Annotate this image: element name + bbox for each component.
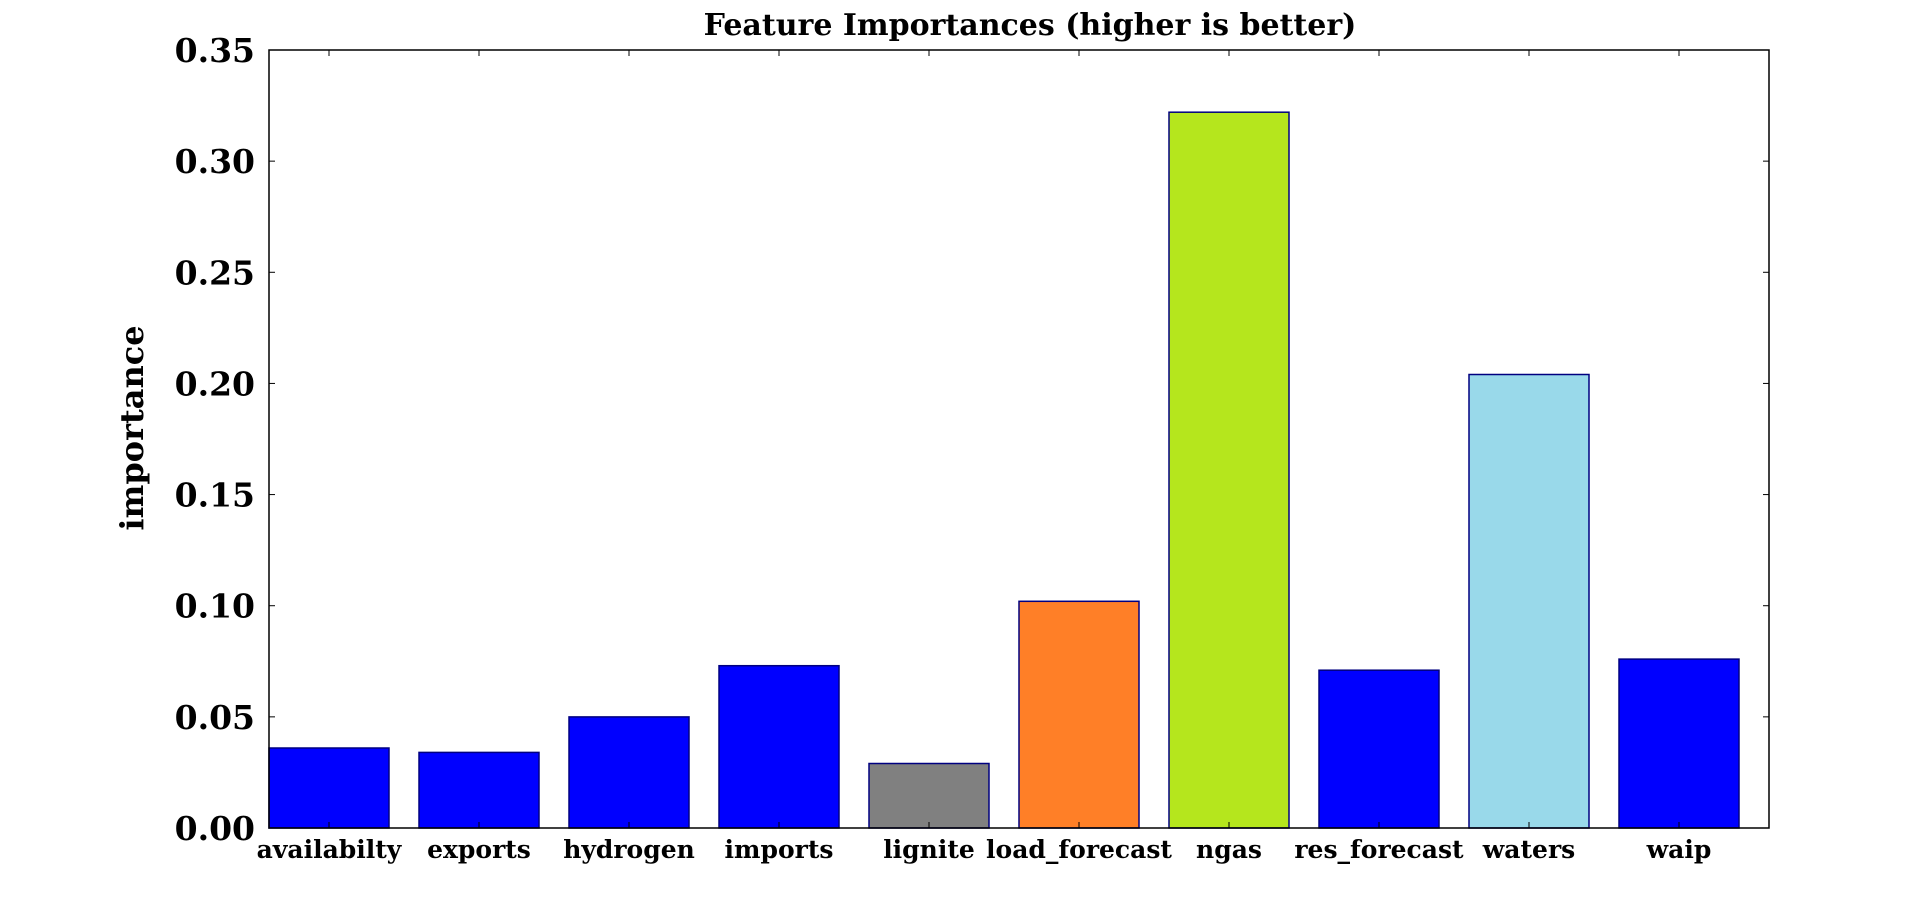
x-tick-label-lignite: lignite <box>883 835 975 864</box>
y-tick-label: 0.30 <box>175 142 255 181</box>
ticks-layer: availabilty exports hydrogen imports lignite… <box>175 31 1769 864</box>
bar-waters <box>1468 373 1590 829</box>
bar-res_forecast <box>1318 669 1440 829</box>
bar-lignite <box>868 762 990 829</box>
x-tick-label-res_forecast: res_forecast <box>1294 835 1464 864</box>
y-tick-label: 0.05 <box>175 698 255 737</box>
bar-hydrogen <box>568 716 690 829</box>
plot-frame <box>268 49 1770 829</box>
x-tick-label-imports: imports <box>725 835 834 864</box>
y-tick-label: 0.15 <box>175 476 255 515</box>
x-tick-label-ngas: ngas <box>1196 835 1262 864</box>
x-tick-label-waters: waters <box>1482 835 1575 864</box>
x-tick-label-exports: exports <box>427 835 531 864</box>
bar-imports <box>718 664 840 829</box>
y-tick-label: 0.10 <box>175 587 255 626</box>
y-tick-label: 0.20 <box>175 364 255 403</box>
bar-waip <box>1618 658 1740 829</box>
x-tick-label-availabilty: availabilty <box>257 835 403 864</box>
bars-layer <box>268 111 1740 829</box>
bar-availabilty <box>268 747 390 829</box>
y-tick-label: 0.25 <box>175 253 255 292</box>
y-tick-label: 0.35 <box>175 31 255 70</box>
x-tick-label-hydrogen: hydrogen <box>563 835 695 864</box>
chart-title: Feature Importances (higher is better) <box>704 8 1357 43</box>
bar-load_forecast <box>1018 600 1140 829</box>
y-axis-label: importance <box>113 325 151 530</box>
y-tick-label: 0.00 <box>175 809 255 848</box>
x-tick-label-load_forecast: load_forecast <box>986 835 1172 864</box>
bar-ngas <box>1168 111 1290 829</box>
x-tick-label-waip: waip <box>1646 835 1712 864</box>
bar-exports <box>418 751 540 829</box>
